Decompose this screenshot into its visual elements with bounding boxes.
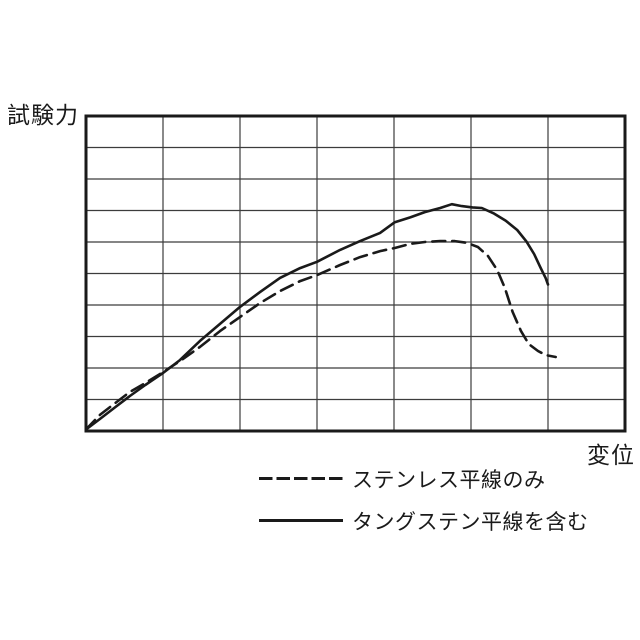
legend-item-stainless: ステンレス平線のみ [259,466,589,492]
y-axis-label: 試験力 [7,103,79,128]
curve-tungsten [84,202,550,431]
data-curves [84,202,557,431]
solid-line-sample-icon [259,519,343,522]
grid-lines [84,114,627,433]
line-chart-plot [84,114,627,433]
legend-label-stainless: ステンレス平線のみ [352,467,546,492]
dashed-line-sample-icon [259,477,343,480]
legend: ステンレス平線のみ タングステン平線を含む [259,466,589,534]
legend-item-tungsten: タングステン平線を含む [259,508,589,534]
legend-label-tungsten: タングステン平線を含む [352,509,589,534]
curve-stainless [84,239,557,431]
x-axis-label: 変位 [587,443,635,468]
